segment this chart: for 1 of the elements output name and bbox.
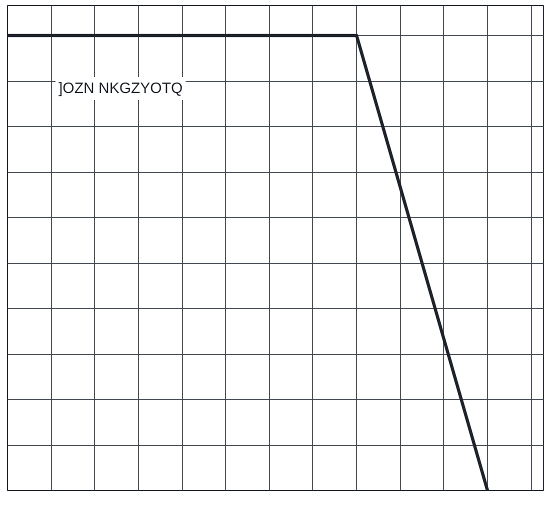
annotation: ]OZN NKGZYOTQ: [58, 80, 183, 97]
